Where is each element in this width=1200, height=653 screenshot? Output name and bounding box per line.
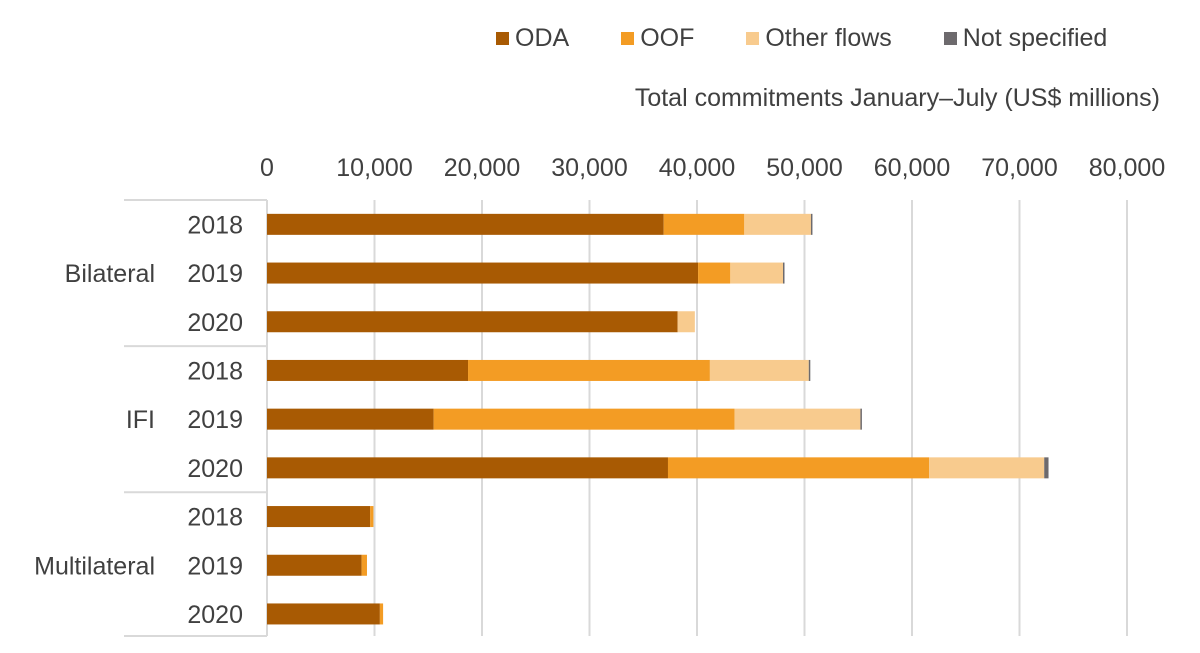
bar-segment [267,213,664,235]
bar-segment [667,457,930,479]
x-tick-label: 60,000 [874,154,950,182]
bar-segment [698,262,731,284]
bar-segment [361,554,367,576]
x-tick-label: 10,000 [336,154,412,182]
bar-segment [810,213,813,235]
category-label: 2019 [187,552,243,580]
category-label: 2018 [187,357,243,385]
legend-swatch-other-flows [746,32,760,45]
bar-segment [267,603,380,625]
bar-segment [267,506,371,528]
bar-segment [1044,457,1049,479]
x-tick-label: 20,000 [444,154,520,182]
category-label: 2019 [187,406,243,434]
legend-label-oof: OOF [640,24,695,52]
x-tick-label: 70,000 [981,154,1057,182]
x-tick-label: 50,000 [766,154,842,182]
bar-segment [783,262,785,284]
bar-segment [734,408,861,430]
bar-segment [808,359,811,381]
x-tick-label: 30,000 [551,154,627,182]
bar-segment [663,213,745,235]
legend-swatch-oda [496,32,509,45]
bar-segment [468,359,710,381]
bar-segment [267,311,678,333]
legend-item-not-specified: Not specified [943,24,1108,53]
group-label: Multilateral [34,552,155,580]
x-tick-label: 80,000 [1089,154,1165,182]
legend-item-oda: ODA [496,24,569,53]
category-label: 2018 [187,504,243,532]
bar-segment [267,554,362,576]
group-label: IFI [126,406,155,434]
category-label: 2020 [187,455,243,483]
category-label: 2020 [187,309,243,337]
bar-segment [744,213,811,235]
x-tick-label: 0 [260,154,274,182]
x-tick-label: 40,000 [659,154,735,182]
category-label: 2020 [187,601,243,629]
bar-segment [267,457,668,479]
legend-label-oda: ODA [515,24,570,52]
bar-segment [929,457,1045,479]
legend-swatch-oof [621,32,635,45]
x-axis-label: Total commitments January–July (US$ mill… [634,84,1160,112]
legend: ODA OOF Other flows Not specified [496,24,1107,53]
category-label: 2018 [187,211,243,239]
bar-segment [860,408,862,430]
legend-label-other-flows: Other flows [765,24,892,52]
legend-item-other-flows: Other flows [746,24,892,53]
bar-segment [433,408,735,430]
bar-segment [677,311,695,333]
group-label: Bilateral [65,260,155,288]
bar-segment [730,262,783,284]
legend-swatch-not-specified [943,32,957,45]
legend-item-oof: OOF [621,24,694,53]
category-label: 2019 [187,260,243,288]
bar-segment [379,603,384,625]
bar-segment [267,408,434,430]
bar-segment [267,359,469,381]
bar-segment [267,262,699,284]
bar-segment [709,359,809,381]
legend-label-not-specified: Not specified [962,24,1108,52]
bar-segment [370,506,374,528]
